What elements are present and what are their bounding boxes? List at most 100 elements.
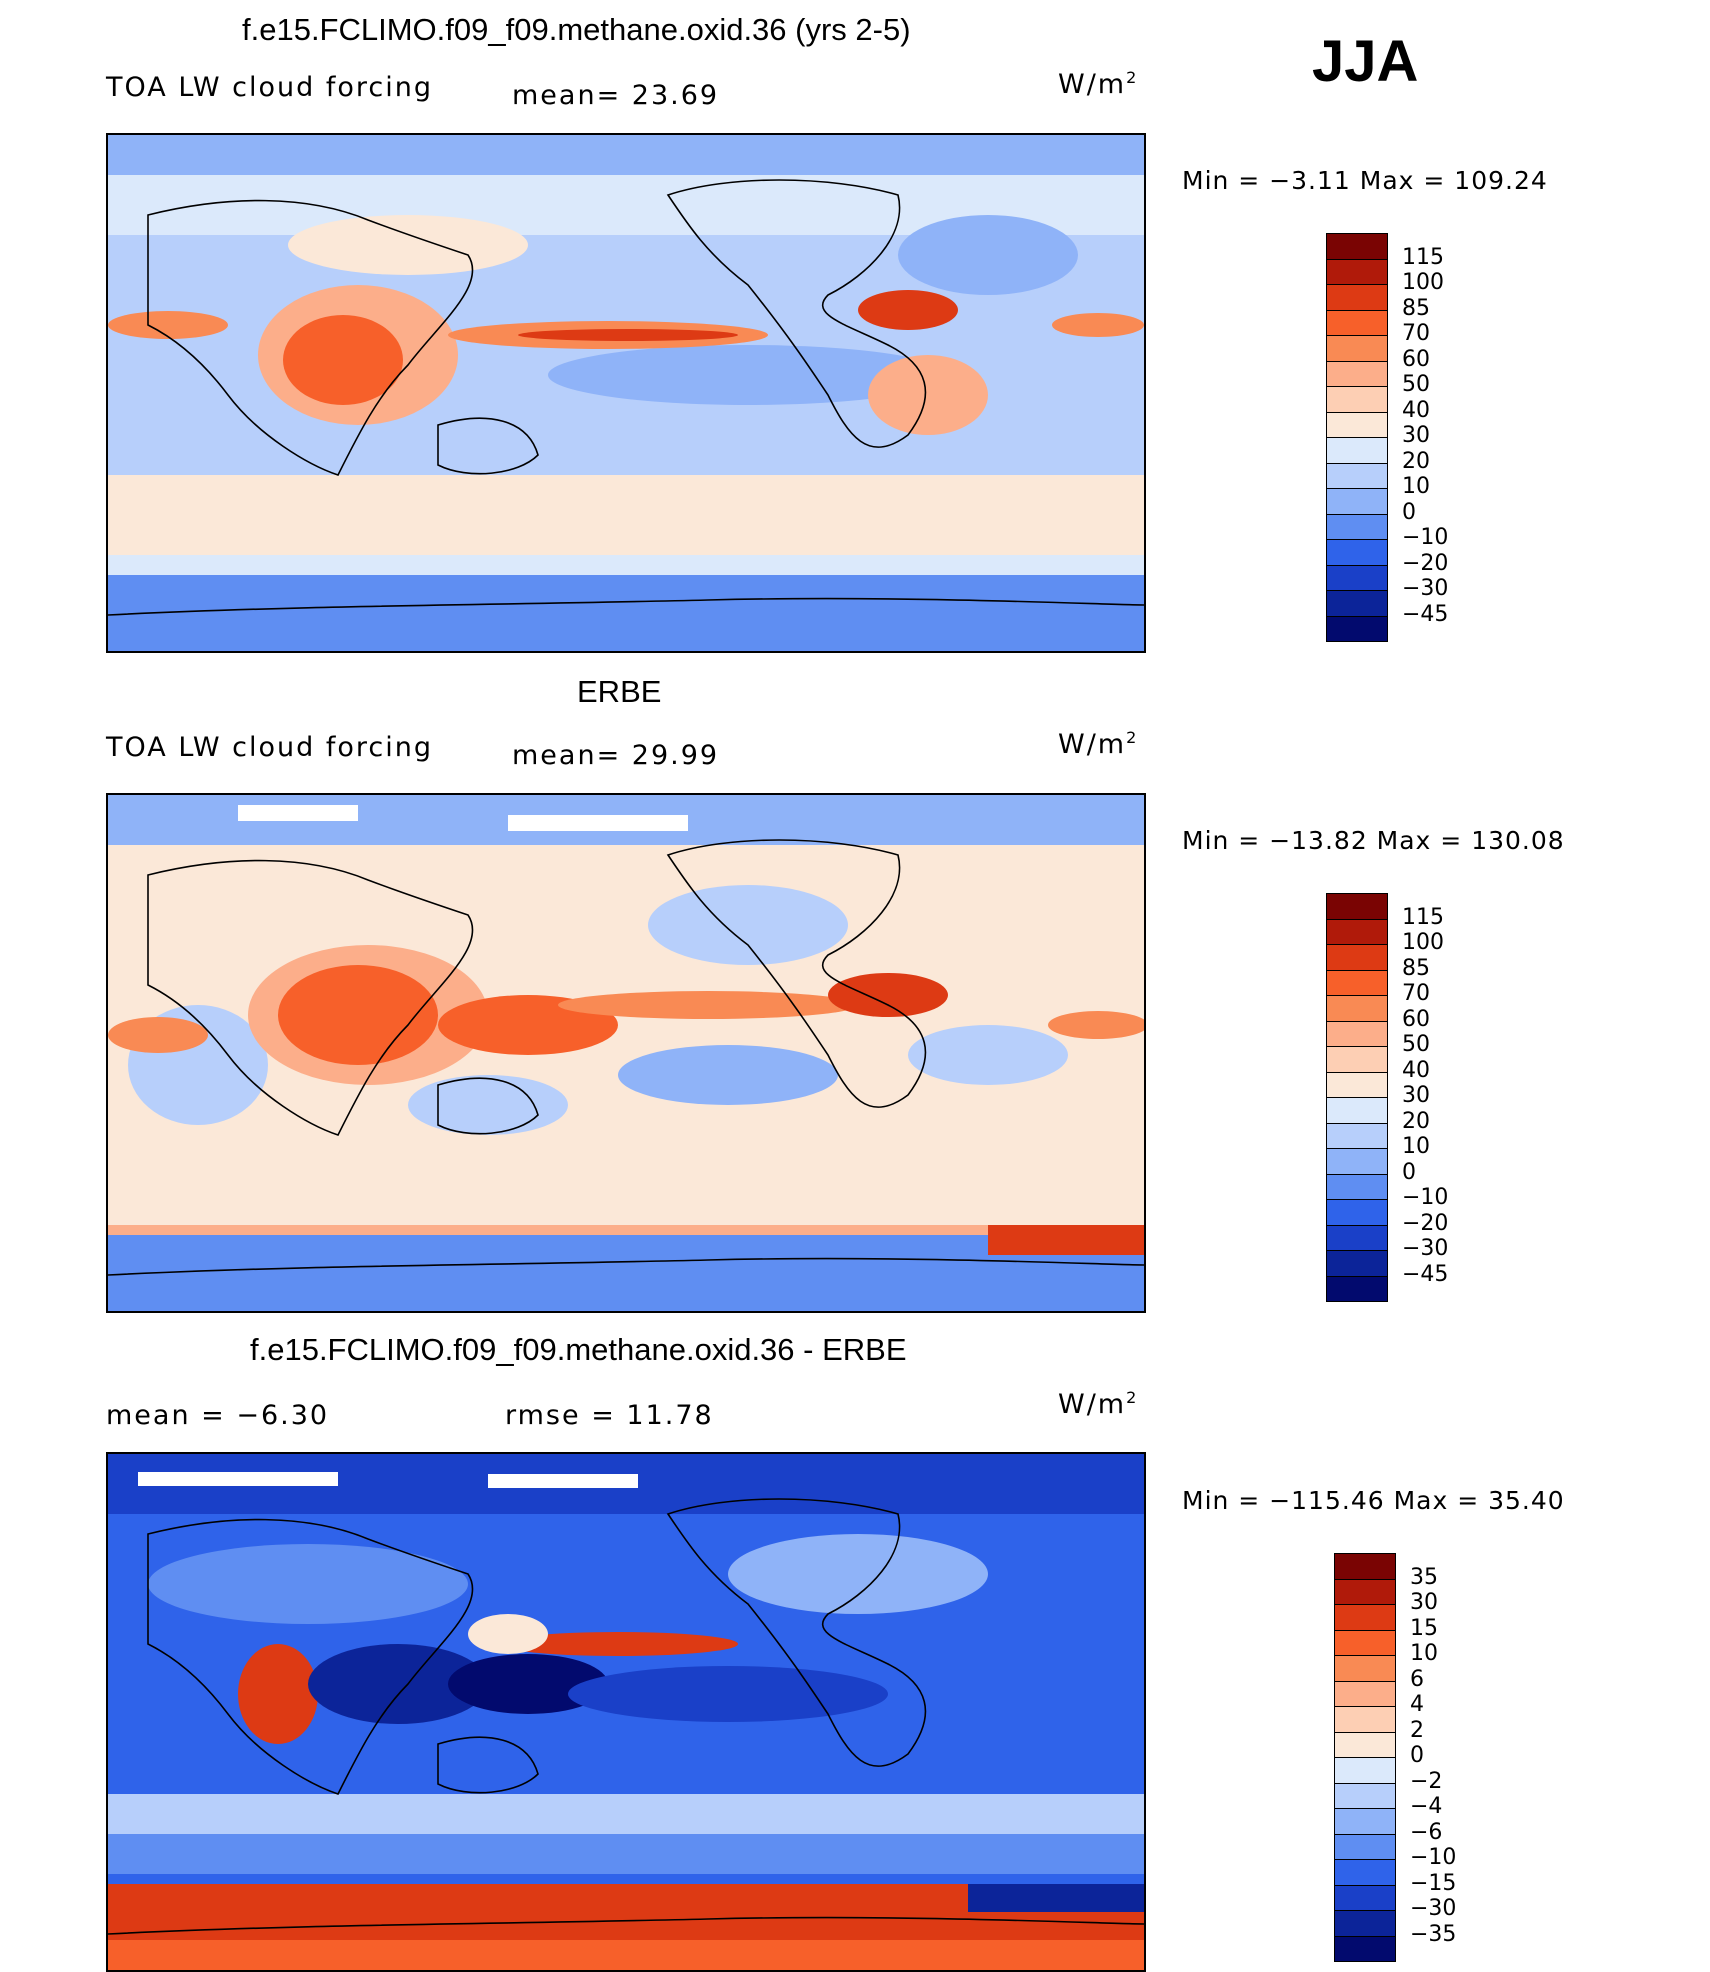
panel-3-mean-label: mean = −6.30 [106, 1400, 330, 1431]
panel-2-map-svg [108, 795, 1144, 1311]
colorbar-label: 6 [1410, 1666, 1424, 1692]
units-text: W/m [1058, 69, 1127, 100]
colorbar-label: −30 [1402, 1236, 1449, 1261]
pacific-subtropical-low [648, 885, 848, 965]
antarctic-band [108, 1940, 1144, 1970]
colorbar-box [1326, 564, 1388, 591]
colorbar-box [1326, 1122, 1388, 1149]
asia-pattern [148, 1544, 468, 1624]
colorbar-label: −10 [1402, 525, 1449, 550]
itcz-core [518, 329, 738, 341]
americas-coastline [666, 179, 927, 448]
colorbar-box [1326, 995, 1388, 1022]
colorbar-box [1326, 1046, 1388, 1073]
colorbar-box [1334, 1655, 1396, 1682]
panel-3-map-svg [108, 1454, 1144, 1970]
panel-2-field-label: TOA LW cloud forcing [106, 732, 433, 763]
colorbar-box [1326, 615, 1388, 642]
colorbar-label: 30 [1402, 423, 1430, 448]
panel-1-title: f.e15.FCLIMO.f09_f09.methane.oxid.36 (yr… [242, 12, 911, 47]
colorbar-box [1326, 1071, 1388, 1098]
colorbar-box [1326, 284, 1388, 311]
colorbar-label: 10 [1410, 1641, 1438, 1666]
colorbar-label: 100 [1402, 270, 1444, 295]
australia-coastline [437, 417, 539, 475]
southern-transition-band [108, 555, 1144, 575]
units-text: W/m [1058, 1389, 1127, 1420]
arctic-band [108, 135, 1144, 175]
colorbar-label: 70 [1402, 321, 1430, 346]
colorbar-box [1334, 1731, 1396, 1758]
colorbar-box [1326, 309, 1388, 336]
panel-1-units: W/m2 [1058, 68, 1138, 100]
colorbar-box [1334, 1553, 1396, 1580]
colorbar-label: 20 [1402, 448, 1430, 474]
panel-2-colorbar: 115 100 85 70 60 50 40 30 20 10 0 −10 −20 −30 −45 [1326, 893, 1476, 1303]
americas-coastline [666, 839, 927, 1108]
australia-low [408, 1075, 568, 1135]
colorbar-box [1326, 918, 1388, 945]
southern-transition-band [108, 1834, 1144, 1874]
central-america-convection [828, 973, 948, 1017]
colorbar-box [1334, 1782, 1396, 1809]
antarctic-band [108, 575, 1144, 651]
atlantic-itcz [1048, 1011, 1144, 1039]
colorbar-label: 60 [1402, 346, 1430, 372]
colorbar-label: 115 [1402, 244, 1444, 270]
eurasia-africa-coastline [147, 859, 474, 1136]
atlantic-low [898, 215, 1078, 295]
colorbar-label: −35 [1410, 1921, 1457, 1947]
antarctic-band [108, 1233, 1144, 1311]
colorbar-label: 50 [1402, 372, 1430, 397]
colorbar-label: −45 [1402, 1261, 1449, 1287]
colorbar-box [1326, 513, 1388, 540]
colorbar-box [1326, 969, 1388, 996]
itcz-positive [498, 1632, 738, 1656]
colorbar-box [1326, 437, 1388, 464]
colorbar-box [1326, 1275, 1388, 1302]
colorbar-label: 115 [1402, 904, 1444, 930]
panel-2-units: W/m2 [1058, 728, 1138, 760]
colorbar-label: −10 [1410, 1845, 1457, 1870]
eurasia-africa-coastline [147, 1518, 474, 1795]
ice-edge-band [108, 1225, 1144, 1235]
colorbar-box [1326, 360, 1388, 387]
colorbar-label: 0 [1402, 1159, 1416, 1185]
colorbar-box [1326, 462, 1388, 489]
panel-3-rmse-label: rmse = 11.78 [505, 1400, 714, 1431]
units-exponent: 2 [1126, 68, 1139, 87]
colorbar-box [1326, 488, 1388, 515]
units-text: W/m [1058, 729, 1127, 760]
panel-1-minmax: Min = −3.11 Max = 109.24 [1182, 166, 1548, 195]
colorbar-box [1326, 1199, 1388, 1226]
panel-1-map-svg [108, 135, 1144, 651]
amazon-convection [868, 355, 988, 435]
se-pacific-low [618, 1045, 838, 1105]
panel-2-mean-label: mean= 29.99 [512, 740, 720, 771]
colorbar-label: 2 [1410, 1717, 1424, 1743]
warm-pool-negative [448, 1654, 608, 1714]
colorbar-label: 100 [1402, 930, 1444, 955]
colorbar-box [1326, 335, 1388, 362]
colorbar-box [1326, 1250, 1388, 1277]
colorbar-label: 85 [1402, 955, 1430, 981]
americas-coastline [666, 1498, 927, 1767]
weddell-negative [968, 1884, 1144, 1912]
south-atlantic-low [908, 1025, 1068, 1085]
asia-midlat [288, 215, 528, 275]
colorbar-label: 0 [1410, 1743, 1424, 1768]
colorbar-box [1334, 1629, 1396, 1656]
panel-1-mean-label: mean= 23.69 [512, 80, 720, 111]
colorbar-box [1326, 539, 1388, 566]
colorbar-box [1326, 233, 1388, 260]
antarctica-coastline [108, 1257, 1144, 1276]
missing-data [238, 805, 358, 821]
panel-3-colorbar: 35 30 15 10 6 4 2 0 −2 −4 −6 −10 −15 −30 −35 [1334, 1553, 1484, 1963]
colorbar-label: 30 [1402, 1083, 1430, 1108]
colorbar-label: 85 [1402, 295, 1430, 321]
southern-midlat-band [108, 475, 1144, 555]
colorbar-box [1334, 1604, 1396, 1631]
units-exponent: 2 [1126, 1388, 1139, 1407]
colorbar-box [1326, 1097, 1388, 1124]
colorbar-box [1334, 1859, 1396, 1886]
